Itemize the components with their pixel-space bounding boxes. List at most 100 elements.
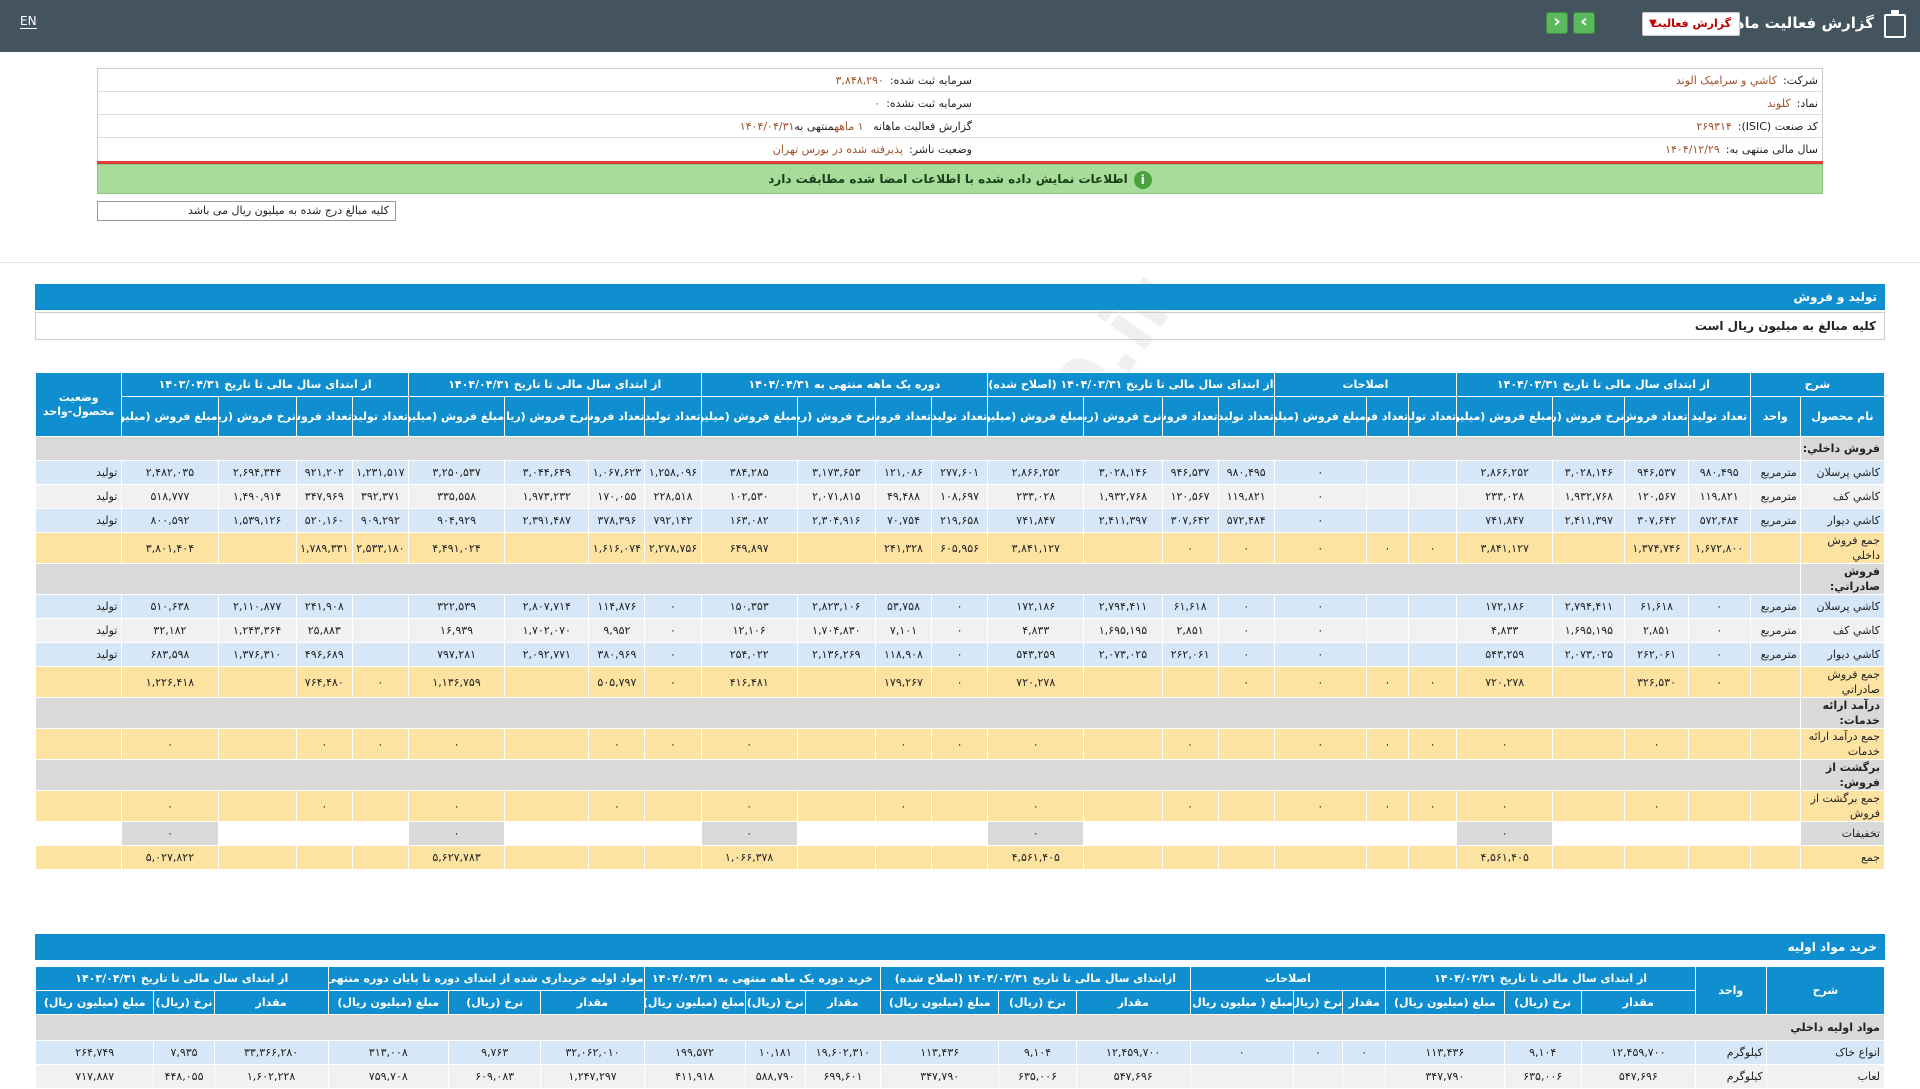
table-cell: ۲,۸۶۶,۲۵۲ [1456, 460, 1554, 485]
product-name: جمع فروش داخلي [1799, 532, 1886, 564]
verification-banner: i اطلاعات نمایش داده شده با اطلاعات امضا … [97, 164, 1823, 194]
table-cell: ۵۷۲,۴۸۴ [1217, 508, 1275, 533]
table-cell: ۱,۲۲۶,۴۱۸ [121, 666, 219, 698]
table-row: کاشي کف مترمربع ۰ ۲,۸۵۱ ۱,۶۹۵,۱۹۵ ۴,۸۳۳ ۰ ۰ ۲,۸۵… [34, 618, 1886, 643]
table-cell: ۱۷۹,۲۶۷ [874, 666, 933, 698]
table-cell: ۶۴۹,۸۹۷ [700, 532, 798, 564]
section-filler [35, 563, 1801, 595]
table-cell: ۱,۶۹۵,۱۹۵ [1083, 618, 1163, 643]
product-name: جمع [1799, 845, 1886, 870]
verification-message: اطلاعات نمایش داده شده با اطلاعات امضا ش… [768, 172, 1128, 186]
table-cell [1292, 1064, 1344, 1089]
table-cell: ۰ [407, 821, 506, 846]
table-cell: ۲۳۳,۰۲۸ [987, 484, 1085, 509]
table-cell [34, 666, 123, 698]
table-cell: ۰ [644, 618, 702, 643]
table-cell: ۴,۸۳۳ [987, 618, 1085, 643]
prev-button[interactable]: ‹ [1546, 12, 1568, 34]
table-cell [1749, 532, 1801, 564]
report-type-select[interactable]: گزارش فعالیت ▼ [1642, 12, 1740, 36]
table-cell: ۷۹۲,۱۴۲ [644, 508, 702, 533]
next-button[interactable]: › [1573, 12, 1595, 34]
table-cell: ۰ [644, 666, 702, 698]
table-cell: ۱۵۰,۳۵۳ [700, 594, 798, 619]
table-cell: ۰ [1292, 1040, 1344, 1065]
table-cell: ۰ [351, 728, 409, 760]
table-row: کاشي پرسلان مترمربع ۹۸۰,۴۹۵ ۹۴۶,۵۳۷ ۳,۰۲۸,۱۴… [34, 460, 1886, 485]
product-name: کاشي کف [1799, 484, 1886, 509]
table-cell: ۱,۱۳۶,۷۵۹ [407, 666, 506, 698]
section-label: فروش صادراتي: [1799, 563, 1886, 595]
table-cell [931, 821, 989, 846]
table-cell: ۰ [700, 821, 798, 846]
table-cell: ۳۱۳,۰۰۸ [327, 1040, 449, 1065]
symbol-value: کلوند [1767, 97, 1791, 110]
table-cell: ۱,۷۰۲,۰۷۰ [504, 618, 590, 643]
table-cell: ۵۴۳,۲۵۹ [987, 642, 1085, 667]
table-cell [1749, 728, 1801, 760]
language-toggle[interactable]: EN [20, 14, 37, 29]
mat-col-header: مقدار [540, 990, 645, 1015]
product-name: کاشي پرسلان [1799, 460, 1886, 485]
table-cell [1083, 845, 1163, 870]
table-cell: ۳,۸۴۱,۱۲۷ [987, 532, 1085, 564]
table-cell: ۰ [987, 790, 1085, 822]
mat-group-ytd-0331: از ابتدای سال مالی تا تاریخ ۱۴۰۴/۰۳/۳۱ [1385, 966, 1696, 991]
fiscal-year-label: سال مالی منتهی به: [1725, 143, 1818, 156]
table-row: انواع خاک کیلوگرم ۱۲,۴۵۹,۷۰۰ ۹,۱۰۴ ۱۱۳,۴۳۶ ۰ ۰… [34, 1040, 1886, 1065]
table-cell [351, 642, 409, 667]
mat-col-header: نرخ (ریال) [153, 990, 215, 1015]
table-cell: ۱۱۳,۴۳۶ [1385, 1040, 1505, 1065]
prod-col-header: نرخ فروش (ریال) [1083, 396, 1163, 437]
table-cell: ۰ [1408, 666, 1458, 698]
table-cell: ۱,۳۷۶,۳۱۰ [217, 642, 297, 667]
table-cell [1365, 821, 1410, 846]
table-cell: ۰ [1273, 666, 1367, 698]
table-cell [351, 594, 409, 619]
table-cell: ۶۳۵,۰۰۶ [1503, 1064, 1582, 1089]
prod-col-header: واحد [1749, 396, 1801, 437]
table-cell: ۲,۰۷۳,۰۲۵ [1552, 642, 1626, 667]
mat-col-header: نرخ (ریال) [1292, 990, 1344, 1015]
product-name: کاشي کف [1799, 618, 1886, 643]
table-cell: ۶۱,۶۱۸ [1624, 594, 1689, 619]
table-cell: ۰ [700, 728, 798, 760]
table-cell: ۳۴۷,۹۶۹ [295, 484, 353, 509]
table-cell [1408, 821, 1458, 846]
table-cell: ۰ [700, 790, 798, 822]
table-cell: مترمربع [1749, 508, 1801, 533]
table-cell [1161, 821, 1219, 846]
table-cell [217, 790, 297, 822]
chevron-right-icon: › [1580, 11, 1588, 32]
table-cell: ۳۷۸,۳۹۶ [588, 508, 646, 533]
mat-col-header: مبلغ (میلیون ریال) [327, 990, 449, 1015]
table-cell: ۵,۶۲۷,۷۸۳ [407, 845, 506, 870]
table-cell: ۰ [644, 594, 702, 619]
table-cell: ۱۲,۴۵۹,۷۰۰ [1075, 1040, 1191, 1065]
prod-col-header: تعداد فروش [588, 396, 646, 437]
table-cell: ۷۰,۷۵۴ [874, 508, 933, 533]
mat-group-corrections: اصلاحات [1189, 966, 1387, 991]
prod-group-desc: شرح [1749, 372, 1886, 397]
table-cell [1552, 532, 1626, 564]
chevron-left-icon: ‹ [1553, 11, 1561, 32]
prod-group-ytd-corrected: از ابتدای سال مالی تا تاریخ ۱۴۰۴/۰۳/۳۱ (… [987, 372, 1275, 397]
table-cell [1408, 594, 1458, 619]
report-type-value: گزارش فعالیت [1650, 17, 1731, 30]
table-cell: کیلوگرم [1694, 1064, 1767, 1089]
table-cell: ۲,۷۹۴,۴۱۱ [1083, 594, 1163, 619]
table-cell [644, 821, 702, 846]
table-row: فروش صادراتي: [35, 563, 1886, 595]
table-cell: ۰ [1217, 532, 1275, 564]
table-cell: ۰ [1342, 1040, 1387, 1065]
table-cell [1408, 845, 1458, 870]
table-cell: ۲,۶۹۴,۳۴۴ [217, 460, 297, 485]
table-cell [1189, 1064, 1294, 1089]
table-cell: ۰ [1365, 666, 1410, 698]
material-name: انواع خاک [1765, 1040, 1886, 1065]
material-name: لعاب [1765, 1064, 1886, 1089]
prod-group-ytd-0431: از ابتدای سال مالی تا تاریخ ۱۴۰۴/۰۴/۳۱ [407, 372, 702, 397]
table-cell: ۰ [1456, 790, 1554, 822]
table-cell: ۲۶۴,۷۴۹ [34, 1040, 155, 1065]
prod-col-header: مبلغ فروش (میلیون ریال) [700, 396, 798, 437]
